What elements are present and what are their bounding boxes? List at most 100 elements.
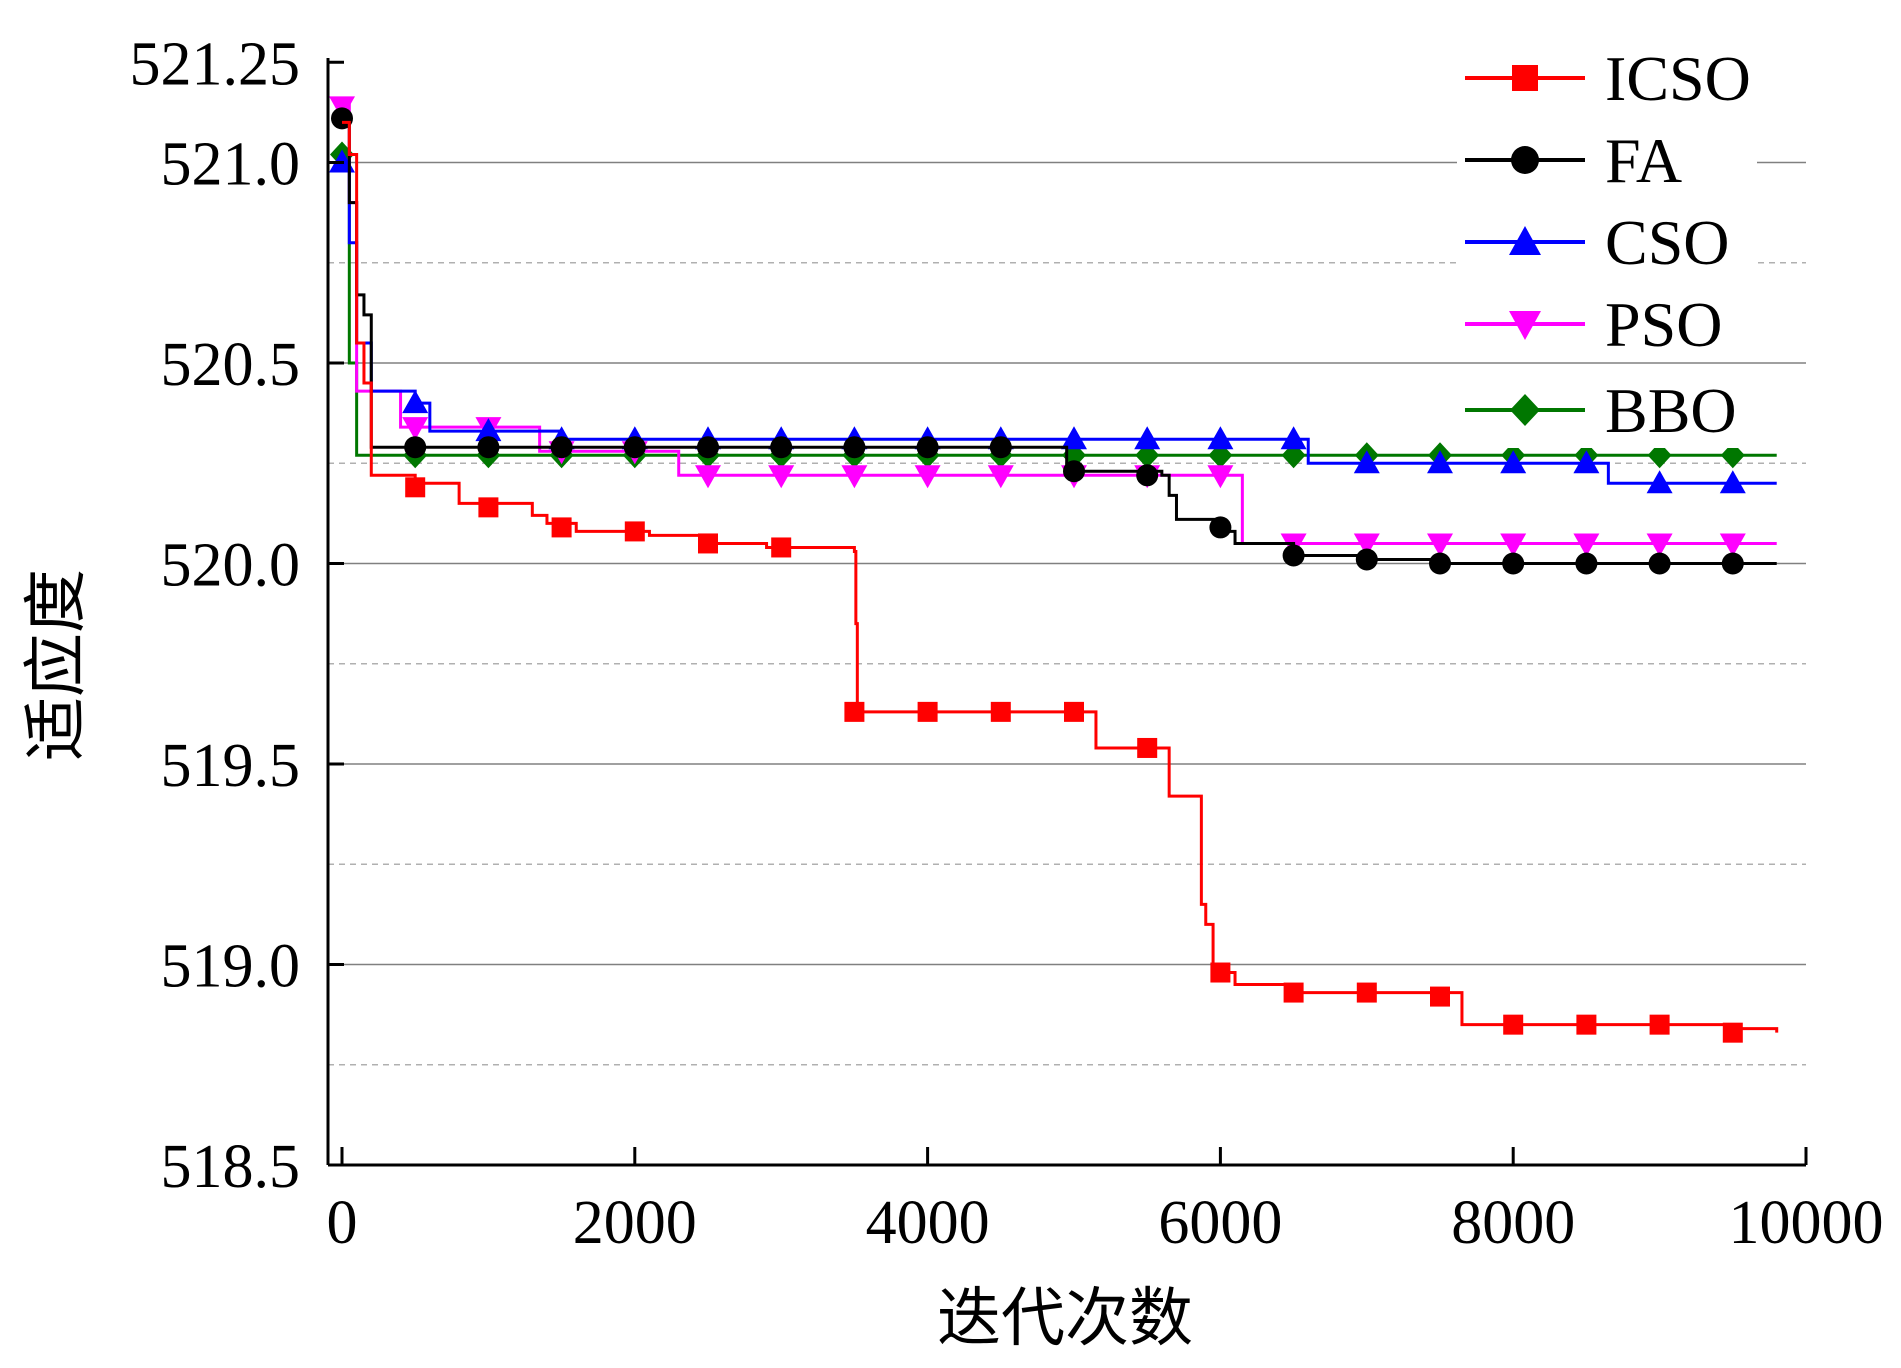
x-tick-label: 8000 — [1451, 1189, 1575, 1257]
series-marker-icso — [1503, 1014, 1524, 1035]
series-marker-fa — [1282, 544, 1305, 567]
series-marker-icso — [771, 537, 792, 558]
series-marker-icso — [1430, 986, 1450, 1007]
series-marker-cso — [402, 390, 429, 414]
series-marker-pso — [987, 465, 1014, 489]
series-marker-icso — [1137, 737, 1158, 758]
series-marker-fa — [697, 436, 719, 459]
series-marker-pso — [841, 465, 868, 489]
series-marker-cso — [1353, 450, 1380, 474]
series-marker-pso — [402, 417, 429, 441]
series-marker-icso — [844, 701, 865, 722]
series-marker-bbo — [1647, 442, 1672, 469]
series-marker-fa — [477, 436, 500, 459]
series-marker-pso — [914, 465, 941, 489]
x-tick-label: 2000 — [573, 1189, 697, 1257]
series-marker-fa — [1209, 516, 1232, 539]
series-marker-fa — [404, 436, 427, 459]
y-tick-label: 520.0 — [161, 532, 301, 600]
series-marker-cso — [1134, 426, 1161, 450]
legend-item-cso: CSO — [1457, 204, 1757, 280]
legend-item-bbo: BBO — [1457, 372, 1757, 448]
x-tick-label: 4000 — [866, 1189, 990, 1257]
legend-label: FA — [1605, 125, 1682, 196]
series-marker-fa — [1575, 552, 1598, 575]
series-marker-fa — [1063, 460, 1085, 483]
series-marker-icso — [1722, 1022, 1743, 1043]
series-marker-fa — [1429, 552, 1451, 575]
x-tick-label: 0 — [327, 1189, 358, 1257]
legend-item-icso: ICSO — [1457, 40, 1757, 116]
series-marker-icso — [624, 521, 645, 542]
series-marker-pso — [1207, 465, 1234, 489]
series-marker-cso — [1207, 426, 1234, 450]
series-layer — [329, 96, 1779, 1043]
legend-item-fa: FA — [1457, 122, 1757, 198]
y-tick-label: 519.0 — [161, 933, 301, 1001]
series-marker-icso — [698, 533, 718, 554]
series-marker-pso — [1353, 533, 1380, 557]
series-marker-icso — [1064, 701, 1084, 722]
legend-label: ICSO — [1605, 43, 1751, 114]
series-marker-cso — [1500, 450, 1527, 474]
series-marker-fa — [1355, 548, 1378, 571]
x-axis-title: 迭代次数 — [937, 1283, 1193, 1354]
series-marker-icso — [1576, 1014, 1597, 1035]
grid-lines — [328, 161, 1806, 1066]
legend-item-pso: PSO — [1457, 286, 1757, 362]
y-axis-title: 适应度 — [21, 569, 92, 761]
series-marker-icso — [405, 477, 426, 498]
series-marker-pso — [1427, 533, 1453, 557]
series-marker-cso — [1719, 470, 1746, 494]
y-tick-label: 521.0 — [161, 131, 301, 199]
series-fa — [331, 107, 1777, 575]
series-marker-pso — [695, 465, 721, 489]
y-tick-label: 520.5 — [161, 331, 301, 399]
series-marker-fa — [989, 436, 1012, 459]
legend-swatch-marker — [1510, 394, 1540, 426]
legend-swatch-marker — [1509, 226, 1541, 255]
legend: ICSO FA CSO PSO BBO — [1457, 40, 1757, 448]
x-tick-label: 10000 — [1729, 1189, 1884, 1257]
x-tick-label: 6000 — [1158, 1189, 1282, 1257]
series-marker-cso — [1573, 450, 1600, 474]
series-marker-fa — [1502, 552, 1525, 575]
ticks: 0 2000 4000 6000 8000 10000 518.5 519.0 519.5 520… — [130, 30, 1884, 1257]
legend-label: BBO — [1605, 375, 1737, 446]
y-tick-label: 521.25 — [130, 30, 301, 98]
series-marker-pso — [1573, 533, 1600, 557]
series-marker-cso — [1280, 426, 1307, 450]
series-marker-fa — [1648, 552, 1671, 575]
series-marker-fa — [550, 436, 573, 459]
legend-label: PSO — [1605, 289, 1722, 360]
legend-swatch-marker — [1511, 146, 1539, 174]
series-marker-pso — [1500, 533, 1527, 557]
series-marker-icso — [551, 517, 572, 538]
legend-label: CSO — [1605, 207, 1730, 278]
series-marker-pso — [1719, 533, 1746, 557]
series-marker-icso — [990, 701, 1011, 722]
series-marker-cso — [1061, 426, 1087, 450]
series-marker-fa — [1136, 464, 1159, 487]
series-marker-cso — [1646, 470, 1673, 494]
series-marker-fa — [770, 436, 793, 459]
series-marker-icso — [917, 701, 938, 722]
axes — [326, 58, 1806, 1167]
series-marker-fa — [916, 436, 939, 459]
series-marker-icso — [1283, 982, 1304, 1003]
series-marker-pso — [768, 465, 795, 489]
series-marker-fa — [1721, 552, 1744, 575]
series-marker-cso — [1427, 450, 1453, 474]
series-marker-cso — [475, 418, 502, 442]
legend-swatch-marker — [1509, 311, 1541, 340]
series-marker-pso — [1646, 533, 1673, 557]
series-icso — [342, 120, 1779, 1043]
y-tick-label: 518.5 — [161, 1133, 301, 1201]
series-marker-icso — [1649, 1014, 1670, 1035]
series-marker-fa — [623, 436, 646, 459]
series-marker-icso — [478, 497, 499, 518]
series-marker-bbo — [1720, 442, 1745, 469]
legend-swatch-marker — [1512, 65, 1538, 91]
series-marker-icso — [1210, 962, 1231, 983]
